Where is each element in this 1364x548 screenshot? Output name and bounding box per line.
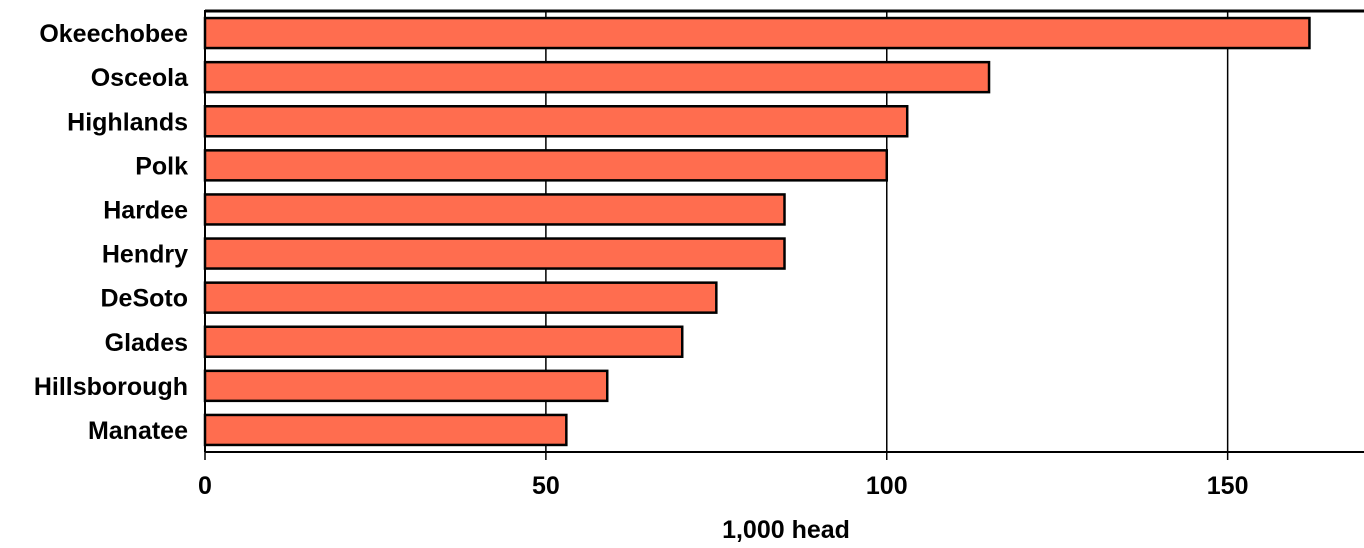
bar-glades (203, 325, 684, 358)
x-tick-label-50: 50 (532, 472, 560, 500)
category-label-hardee: Hardee (103, 196, 188, 224)
axes (204, 9, 1364, 453)
bars (203, 16, 1311, 447)
bar-polk (203, 149, 889, 182)
bar-highlands (203, 105, 909, 138)
bar-okeechobee (203, 16, 1311, 50)
category-label-osceola: Osceola (91, 64, 189, 92)
bar-desoto (203, 281, 718, 314)
category-labels: Okeechobee Osceola Highlands Polk Hardee Hend… (34, 20, 189, 445)
bar-osceola (203, 60, 991, 94)
category-label-desoto: DeSoto (101, 285, 189, 313)
category-label-hendry: Hendry (102, 241, 188, 269)
category-label-polk: Polk (135, 152, 188, 180)
category-label-okeechobee: Okeechobee (39, 20, 188, 48)
bar-manatee (203, 413, 568, 447)
category-label-hillsborough: Hillsborough (34, 373, 188, 401)
category-label-manatee: Manatee (88, 417, 188, 445)
x-axis-title: 1,000 head (722, 516, 850, 543)
x-tick-label-0: 0 (198, 472, 212, 500)
bar-hendry (203, 237, 786, 270)
x-tick-label-150: 150 (1207, 472, 1249, 500)
x-tick-labels: 0 50 100 150 (198, 452, 1249, 500)
bar-hillsborough (203, 369, 609, 403)
category-label-glades: Glades (105, 329, 188, 357)
bar-hardee (203, 193, 786, 226)
x-tick-label-100: 100 (866, 472, 908, 500)
category-label-highlands: Highlands (67, 108, 188, 136)
